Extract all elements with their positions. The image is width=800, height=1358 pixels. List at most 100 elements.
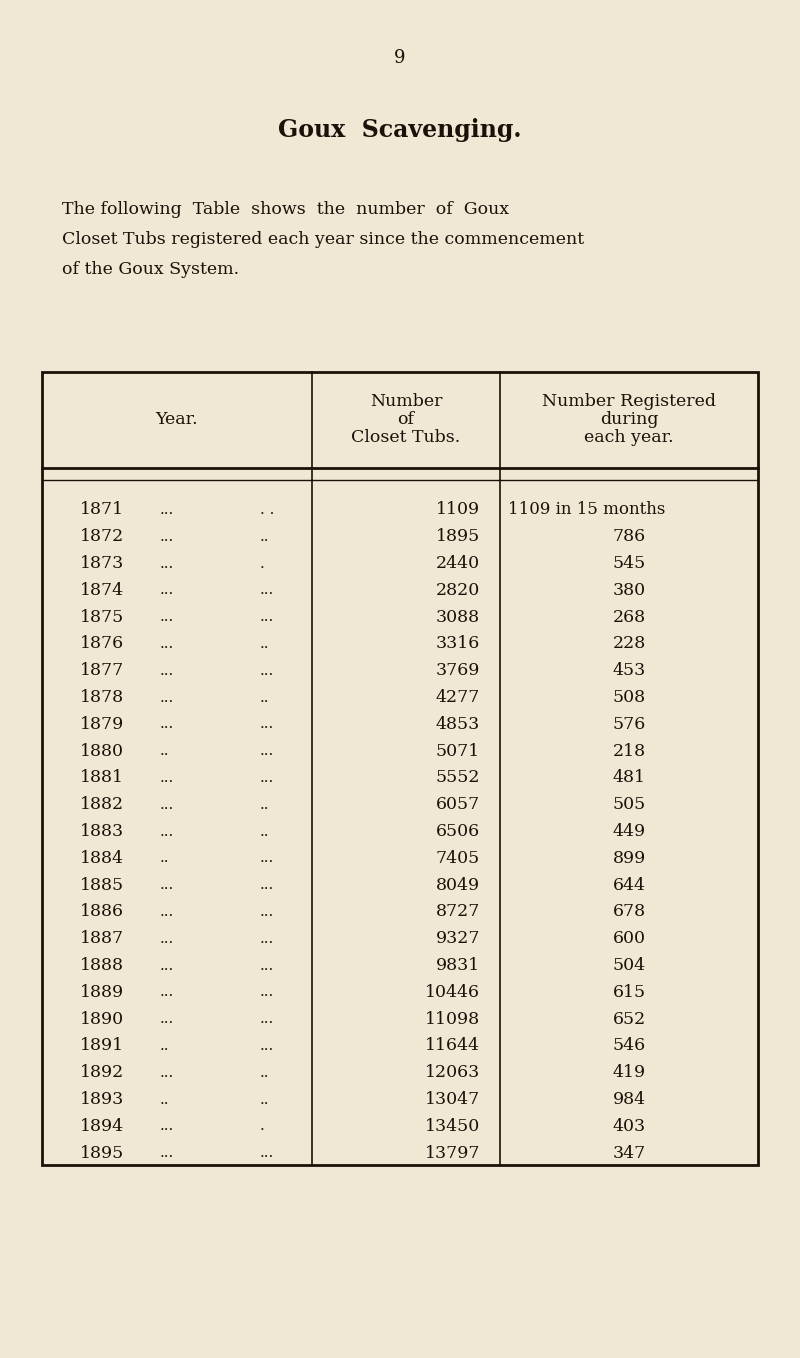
Text: ...: ... [260,1146,274,1160]
Text: 600: 600 [613,930,646,948]
Text: ...: ... [160,691,174,705]
Text: 576: 576 [612,716,646,733]
Text: ...: ... [160,879,174,892]
Text: 6506: 6506 [436,823,480,841]
Text: each year.: each year. [584,429,674,447]
Text: 8049: 8049 [436,877,480,894]
Text: 1109 in 15 months: 1109 in 15 months [508,501,666,519]
Text: 1888: 1888 [80,957,124,974]
Text: 3088: 3088 [436,608,480,626]
Text: ..: .. [260,1066,270,1080]
Text: 6057: 6057 [436,796,480,813]
Text: 218: 218 [613,743,646,759]
Text: ...: ... [160,797,174,812]
Text: 1893: 1893 [80,1090,124,1108]
Text: 8727: 8727 [436,903,480,921]
Text: 1891: 1891 [80,1038,124,1055]
Text: 13047: 13047 [425,1090,480,1108]
Text: ...: ... [160,771,174,785]
Text: 1895: 1895 [80,1145,124,1161]
Text: 505: 505 [612,796,646,813]
Text: Number Registered: Number Registered [542,394,716,410]
Text: 644: 644 [613,877,646,894]
Text: 546: 546 [613,1038,646,1055]
Text: 1886: 1886 [80,903,124,921]
Text: ..: .. [260,797,270,812]
Text: ...: ... [160,584,174,598]
Text: 1889: 1889 [80,985,124,1001]
Text: ...: ... [260,959,274,972]
Text: ...: ... [160,959,174,972]
Text: ..: .. [260,530,270,543]
Text: 1874: 1874 [80,581,124,599]
Text: 3769: 3769 [436,663,480,679]
Text: 9: 9 [394,49,406,67]
Text: ..: .. [160,1093,170,1107]
Text: 9327: 9327 [435,930,480,948]
Text: 453: 453 [612,663,646,679]
Text: 1892: 1892 [80,1065,124,1081]
Text: 3316: 3316 [436,636,480,652]
Text: ...: ... [260,771,274,785]
Text: ...: ... [160,637,174,650]
Text: ...: ... [160,1012,174,1027]
Text: ...: ... [260,879,274,892]
Text: 1887: 1887 [80,930,124,948]
Text: 11098: 11098 [425,1010,480,1028]
Text: ...: ... [160,986,174,999]
Text: 4277: 4277 [436,689,480,706]
Text: ...: ... [260,851,274,865]
Text: 615: 615 [613,985,646,1001]
Text: 1109: 1109 [436,501,480,519]
Text: ...: ... [260,717,274,732]
Text: ..: .. [260,637,270,650]
Text: ...: ... [260,932,274,945]
Text: ...: ... [260,1039,274,1052]
Text: ...: ... [160,610,174,625]
Text: 7405: 7405 [436,850,480,866]
Text: ...: ... [160,1146,174,1160]
Text: The following  Table  shows  the  number  of  Goux: The following Table shows the number of … [62,201,509,219]
Text: Closet Tubs registered each year since the commencement: Closet Tubs registered each year since t… [62,231,584,249]
Text: ...: ... [160,664,174,678]
Text: .: . [260,1119,265,1134]
Text: ...: ... [260,584,274,598]
Text: ...: ... [260,664,274,678]
Text: 678: 678 [613,903,646,921]
Text: of the Goux System.: of the Goux System. [62,262,239,278]
Text: 1876: 1876 [80,636,124,652]
Text: 786: 786 [613,528,646,546]
Text: ...: ... [160,557,174,570]
Text: of: of [398,411,414,429]
Text: 268: 268 [613,608,646,626]
Text: ...: ... [160,1066,174,1080]
Text: 9831: 9831 [436,957,480,974]
Text: ...: ... [260,610,274,625]
Text: 1884: 1884 [80,850,124,866]
Text: 2820: 2820 [436,581,480,599]
Text: ..: .. [260,691,270,705]
Text: ...: ... [160,717,174,732]
Text: 504: 504 [613,957,646,974]
Text: 899: 899 [612,850,646,866]
Text: 1877: 1877 [80,663,124,679]
Text: 1873: 1873 [80,555,124,572]
Text: ...: ... [160,530,174,543]
Text: 1885: 1885 [80,877,124,894]
Text: ...: ... [260,1012,274,1027]
Text: 403: 403 [613,1118,646,1135]
Text: 1878: 1878 [80,689,124,706]
Text: ...: ... [260,744,274,758]
Text: 1875: 1875 [80,608,124,626]
Text: 4853: 4853 [436,716,480,733]
Text: 12063: 12063 [425,1065,480,1081]
Text: Number: Number [370,394,442,410]
Text: 1890: 1890 [80,1010,124,1028]
Text: 1880: 1880 [80,743,124,759]
Text: 984: 984 [613,1090,646,1108]
Text: 545: 545 [612,555,646,572]
Text: . .: . . [260,502,274,517]
Text: 481: 481 [613,770,646,786]
Text: 1872: 1872 [80,528,124,546]
Text: 1879: 1879 [80,716,124,733]
